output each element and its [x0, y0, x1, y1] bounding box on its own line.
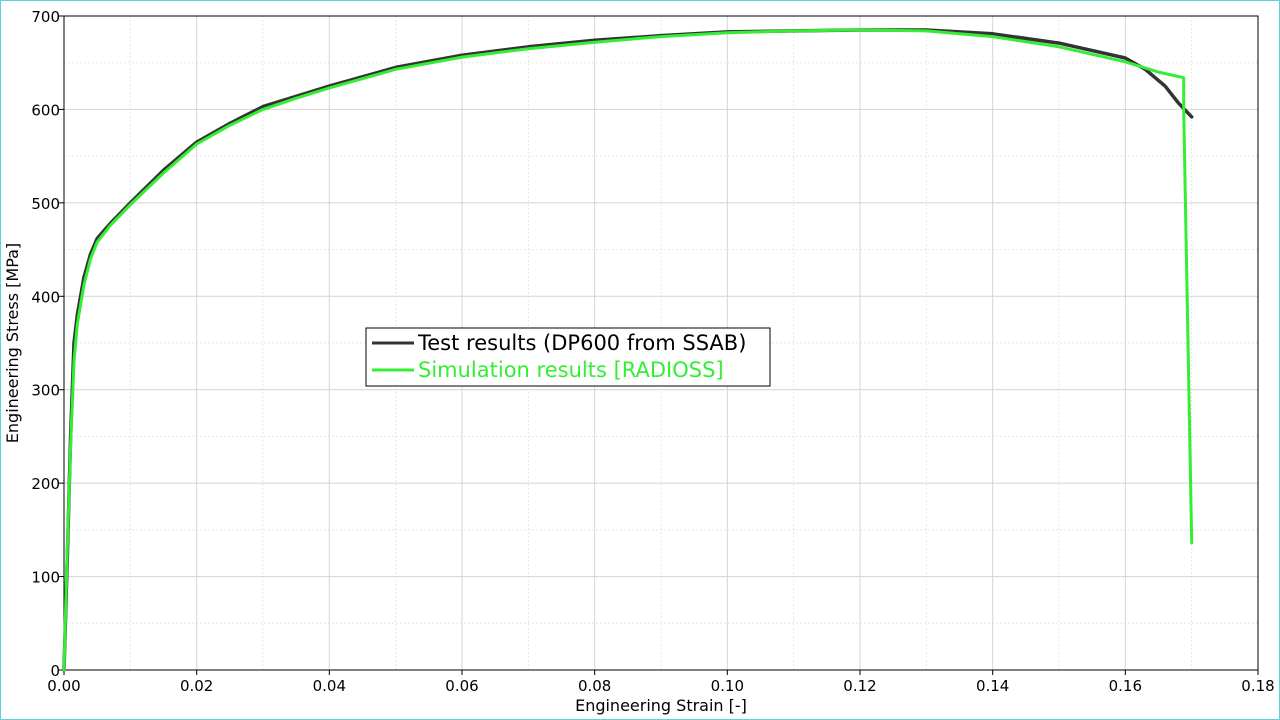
x-tick-label: 0.04: [313, 677, 346, 695]
legend-box: [365, 327, 771, 387]
y-axis-ticks: 0 100 200 300 400 500 600 700: [31, 8, 64, 680]
y-tick-label: 100: [31, 569, 60, 587]
y-tick-label: 0: [50, 662, 60, 680]
legend-label-test: Test results (DP600 from SSAB): [417, 331, 746, 355]
x-tick-label: 0.06: [445, 677, 478, 695]
y-tick-label: 500: [31, 195, 60, 213]
x-tick-label: 0.10: [711, 677, 744, 695]
x-axis-title: Engineering Strain [-]: [575, 696, 747, 715]
series-line-simulation: [62, 28, 1194, 672]
series-layer: [62, 28, 1194, 672]
y-tick-label: 200: [31, 475, 60, 493]
x-tick-label: 0.00: [47, 677, 80, 695]
x-tick-label: 0.18: [1241, 677, 1274, 695]
y-tick-label: 600: [31, 101, 60, 119]
y-axis-title: Engineering Stress [MPa]: [3, 243, 22, 443]
plot-border: [63, 15, 1259, 671]
y-tick-label: 700: [31, 8, 60, 26]
legend-label-simulation: Simulation results [RADIOSS]: [418, 358, 724, 382]
x-axis-ticks: 0.00 0.02 0.04 0.06 0.08 0.10 0.12 0.14 0.16 0.18: [47, 670, 1275, 695]
x-tick-label: 0.12: [843, 677, 876, 695]
series-line-test: [62, 28, 1194, 672]
x-tick-label: 0.16: [1109, 677, 1142, 695]
y-tick-label: 400: [31, 288, 60, 306]
legend: Test results (DP600 from SSAB) Simulatio…: [365, 327, 771, 387]
x-tick-label: 0.14: [976, 677, 1009, 695]
x-tick-label: 0.02: [180, 677, 213, 695]
y-tick-label: 300: [31, 382, 60, 400]
x-tick-label: 0.08: [578, 677, 611, 695]
